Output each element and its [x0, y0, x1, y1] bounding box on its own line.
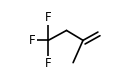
Text: F: F: [45, 57, 52, 70]
Text: F: F: [45, 11, 52, 24]
Text: F: F: [28, 34, 35, 47]
